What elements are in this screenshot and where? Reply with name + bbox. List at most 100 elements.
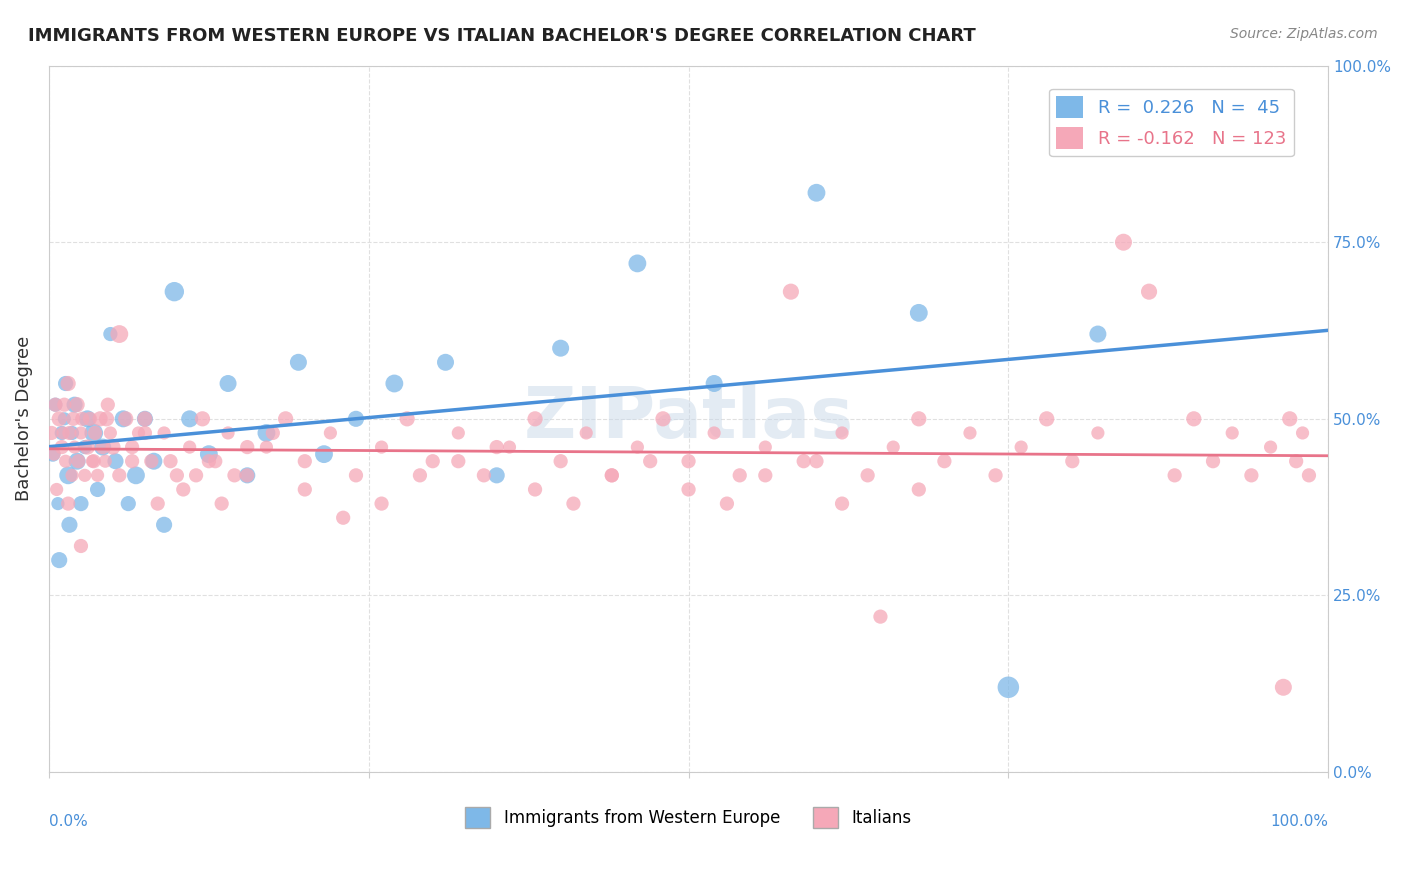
Point (184, 468, 207, 483)
Point (1202, 454, 1225, 468)
Point (100, 326, 122, 341)
Point (100, 425, 122, 440)
Point (1163, 468, 1185, 483)
Point (959, 425, 981, 440)
Point (287, 355, 309, 369)
Point (163, 285, 186, 299)
Point (198, 447, 221, 461)
Point (56, 497, 79, 511)
Point (370, 440, 392, 454)
Point (907, 412, 929, 426)
Point (117, 497, 139, 511)
Point (121, 440, 143, 454)
Point (1137, 285, 1160, 299)
Point (312, 447, 335, 461)
Point (1220, 425, 1243, 440)
Point (934, 454, 956, 468)
Point (114, 412, 136, 426)
Point (86, 468, 108, 483)
Point (254, 425, 277, 440)
Point (60, 468, 83, 483)
Point (134, 425, 156, 440)
Point (128, 425, 150, 440)
Point (51, 425, 73, 440)
Point (73, 468, 96, 483)
Point (82, 454, 104, 468)
Point (344, 412, 367, 426)
Point (91, 440, 114, 454)
Point (236, 468, 259, 483)
Point (1291, 425, 1313, 440)
Point (48, 412, 70, 426)
Point (97, 398, 120, 412)
Point (41, 425, 63, 440)
Point (754, 468, 776, 483)
Point (224, 468, 246, 483)
Point (409, 468, 432, 483)
Text: 0.0%: 0.0% (49, 814, 87, 830)
Point (793, 454, 815, 468)
Point (831, 425, 853, 440)
Point (73, 440, 96, 454)
Point (638, 454, 661, 468)
Point (498, 440, 520, 454)
Point (1087, 326, 1109, 341)
Point (626, 256, 648, 270)
Point (1112, 235, 1135, 250)
Point (703, 376, 725, 391)
Point (125, 468, 148, 483)
Point (294, 454, 316, 468)
Point (198, 454, 221, 468)
Point (1298, 468, 1320, 483)
Point (882, 440, 904, 454)
Point (191, 412, 214, 426)
Point (217, 376, 239, 391)
Point (524, 412, 547, 426)
Point (101, 440, 124, 454)
Point (91, 440, 114, 454)
Point (831, 497, 853, 511)
Point (344, 468, 367, 483)
Point (44, 398, 66, 412)
Point (626, 440, 648, 454)
Point (56, 468, 79, 483)
Point (56, 376, 79, 391)
Legend: Immigrants from Western Europe, Italians: Immigrants from Western Europe, Italians (458, 801, 918, 834)
Point (42, 447, 65, 461)
Point (236, 440, 259, 454)
Point (70, 539, 93, 553)
Point (55, 454, 77, 468)
Point (104, 454, 127, 468)
Point (1035, 412, 1057, 426)
Point (142, 454, 165, 468)
Point (204, 454, 226, 468)
Point (108, 326, 131, 341)
Text: IMMIGRANTS FROM WESTERN EUROPE VS ITALIAN BACHELOR'S DEGREE CORRELATION CHART: IMMIGRANTS FROM WESTERN EUROPE VS ITALIA… (28, 27, 976, 45)
Point (703, 425, 725, 440)
Point (254, 440, 277, 454)
Point (780, 285, 803, 299)
Point (907, 483, 929, 497)
Point (485, 468, 508, 483)
Point (274, 412, 297, 426)
Point (869, 609, 891, 624)
Point (179, 412, 201, 426)
Point (575, 425, 598, 440)
Point (600, 468, 623, 483)
Point (1240, 468, 1263, 483)
Point (89, 412, 111, 426)
Point (1010, 440, 1032, 454)
Point (262, 425, 284, 440)
Point (166, 468, 188, 483)
Point (370, 497, 392, 511)
Point (396, 412, 419, 426)
Point (46, 497, 69, 511)
Point (984, 468, 1007, 483)
Point (678, 483, 700, 497)
Point (1272, 680, 1295, 694)
Point (472, 468, 495, 483)
Point (652, 412, 675, 426)
Point (550, 341, 572, 355)
Point (1062, 454, 1084, 468)
Point (83, 425, 105, 440)
